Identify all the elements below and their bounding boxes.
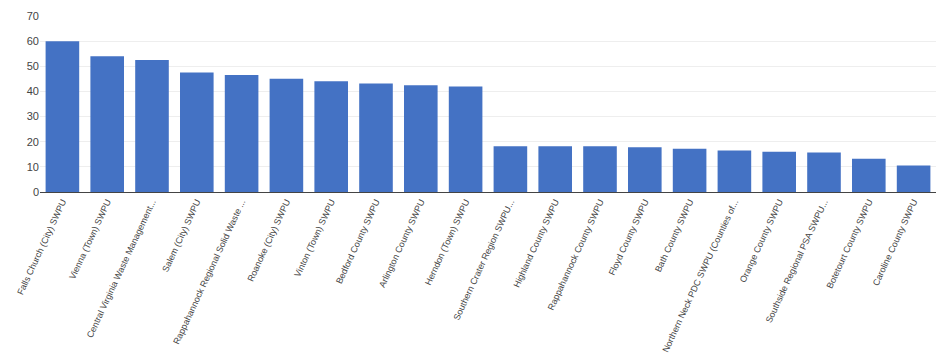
svg-text:70: 70 <box>27 10 39 22</box>
svg-text:Bedford County SWPU: Bedford County SWPU <box>334 198 382 286</box>
svg-text:Southside Regional PSA SWPU...: Southside Regional PSA SWPU... <box>764 198 830 325</box>
svg-text:60: 60 <box>27 35 39 47</box>
svg-text:Rappahannock Regional Solid Wa: Rappahannock Regional Solid Waste ... <box>171 198 247 346</box>
svg-text:20: 20 <box>27 136 39 148</box>
svg-text:Rappahannock County SWPU: Rappahannock County SWPU <box>546 198 606 312</box>
svg-text:30: 30 <box>27 110 39 122</box>
svg-text:Caroline County SWPU: Caroline County SWPU <box>871 198 920 287</box>
svg-text:Highland County SWPU: Highland County SWPU <box>511 198 561 289</box>
svg-text:Herndon (Town) SWPU: Herndon (Town) SWPU <box>423 198 472 287</box>
svg-text:Salem (City) SWPU: Salem (City) SWPU <box>160 198 202 274</box>
svg-text:Floyd County SWPU: Floyd County SWPU <box>607 198 651 277</box>
svg-text:Vienna (Town) SWPU: Vienna (Town) SWPU <box>67 198 113 281</box>
svg-text:Northern Neck PDC SWPU (Counti: Northern Neck PDC SWPU (Counties of... <box>660 198 740 354</box>
svg-text:Falls Church (City) SWPU: Falls Church (City) SWPU <box>15 198 68 296</box>
svg-text:Orange County SWPU: Orange County SWPU <box>738 198 785 284</box>
svg-text:Southern Crater Region SWPU...: Southern Crater Region SWPU... <box>451 198 516 322</box>
svg-text:10: 10 <box>27 161 39 173</box>
svg-text:0: 0 <box>33 186 39 198</box>
svg-text:Arlington County SWPU: Arlington County SWPU <box>377 198 427 289</box>
svg-text:Bath County SWPU: Bath County SWPU <box>653 198 695 274</box>
svg-text:50: 50 <box>27 60 39 72</box>
svg-text:40: 40 <box>27 85 39 97</box>
svg-text:Botetourt County SWPU: Botetourt County SWPU <box>825 198 875 290</box>
svg-text:Vinton (Town) SWPU: Vinton (Town) SWPU <box>292 198 337 279</box>
svg-text:Central Virginia Waste Managem: Central Virginia Waste Management... <box>85 198 158 340</box>
svg-text:Roanoke (City) SWPU: Roanoke (City) SWPU <box>245 198 292 283</box>
